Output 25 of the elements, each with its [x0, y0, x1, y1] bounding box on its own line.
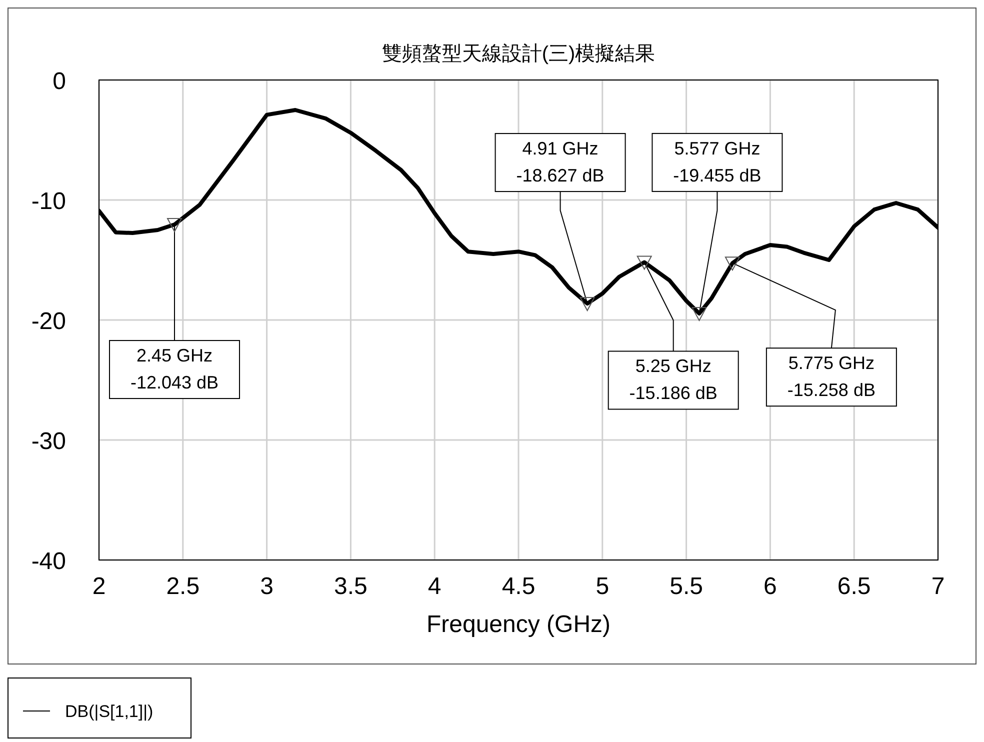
x-tick-label: 2.5	[166, 573, 200, 600]
x-tick-label: 3	[260, 573, 274, 600]
annotation: 4.91 GHz -18.627 dB	[516, 138, 604, 186]
x-axis-title: Frequency (GHz)	[426, 611, 611, 638]
annotation: 5.25 GHz -15.186 dB	[629, 356, 718, 404]
annotation: 2.45 GHz -12.043 dB	[130, 346, 219, 393]
y-tick-label: -30	[31, 428, 66, 455]
x-tick-label: 3.5	[334, 573, 368, 600]
title: 雙頻螯型天線設計(三)模擬結果	[382, 43, 656, 65]
x-tick-label: 5.5	[670, 573, 703, 600]
legend-label: DB(|S[1,1]|)	[65, 702, 154, 721]
y-tick-label: -20	[31, 308, 66, 335]
legend: DB(|S[1,1]|)	[8, 678, 192, 738]
x-tick-label: 4	[428, 573, 442, 600]
annotation: 5.577 GHz -19.455 dB	[673, 138, 762, 186]
x-tick-label: 2	[92, 573, 106, 600]
y-tick-label: -40	[31, 548, 66, 575]
x-tick-label: 7	[931, 573, 945, 600]
y-tick-label: -10	[31, 188, 66, 215]
x-tick-label: 6	[764, 573, 777, 600]
annotation: 5.775 GHz -15.258 dB	[787, 353, 876, 400]
x-tick-label: 6.5	[837, 573, 871, 600]
x-tick-label: 5	[596, 573, 610, 600]
x-tick-label: 4.5	[502, 573, 536, 600]
y-tick-label: 0	[52, 68, 66, 95]
